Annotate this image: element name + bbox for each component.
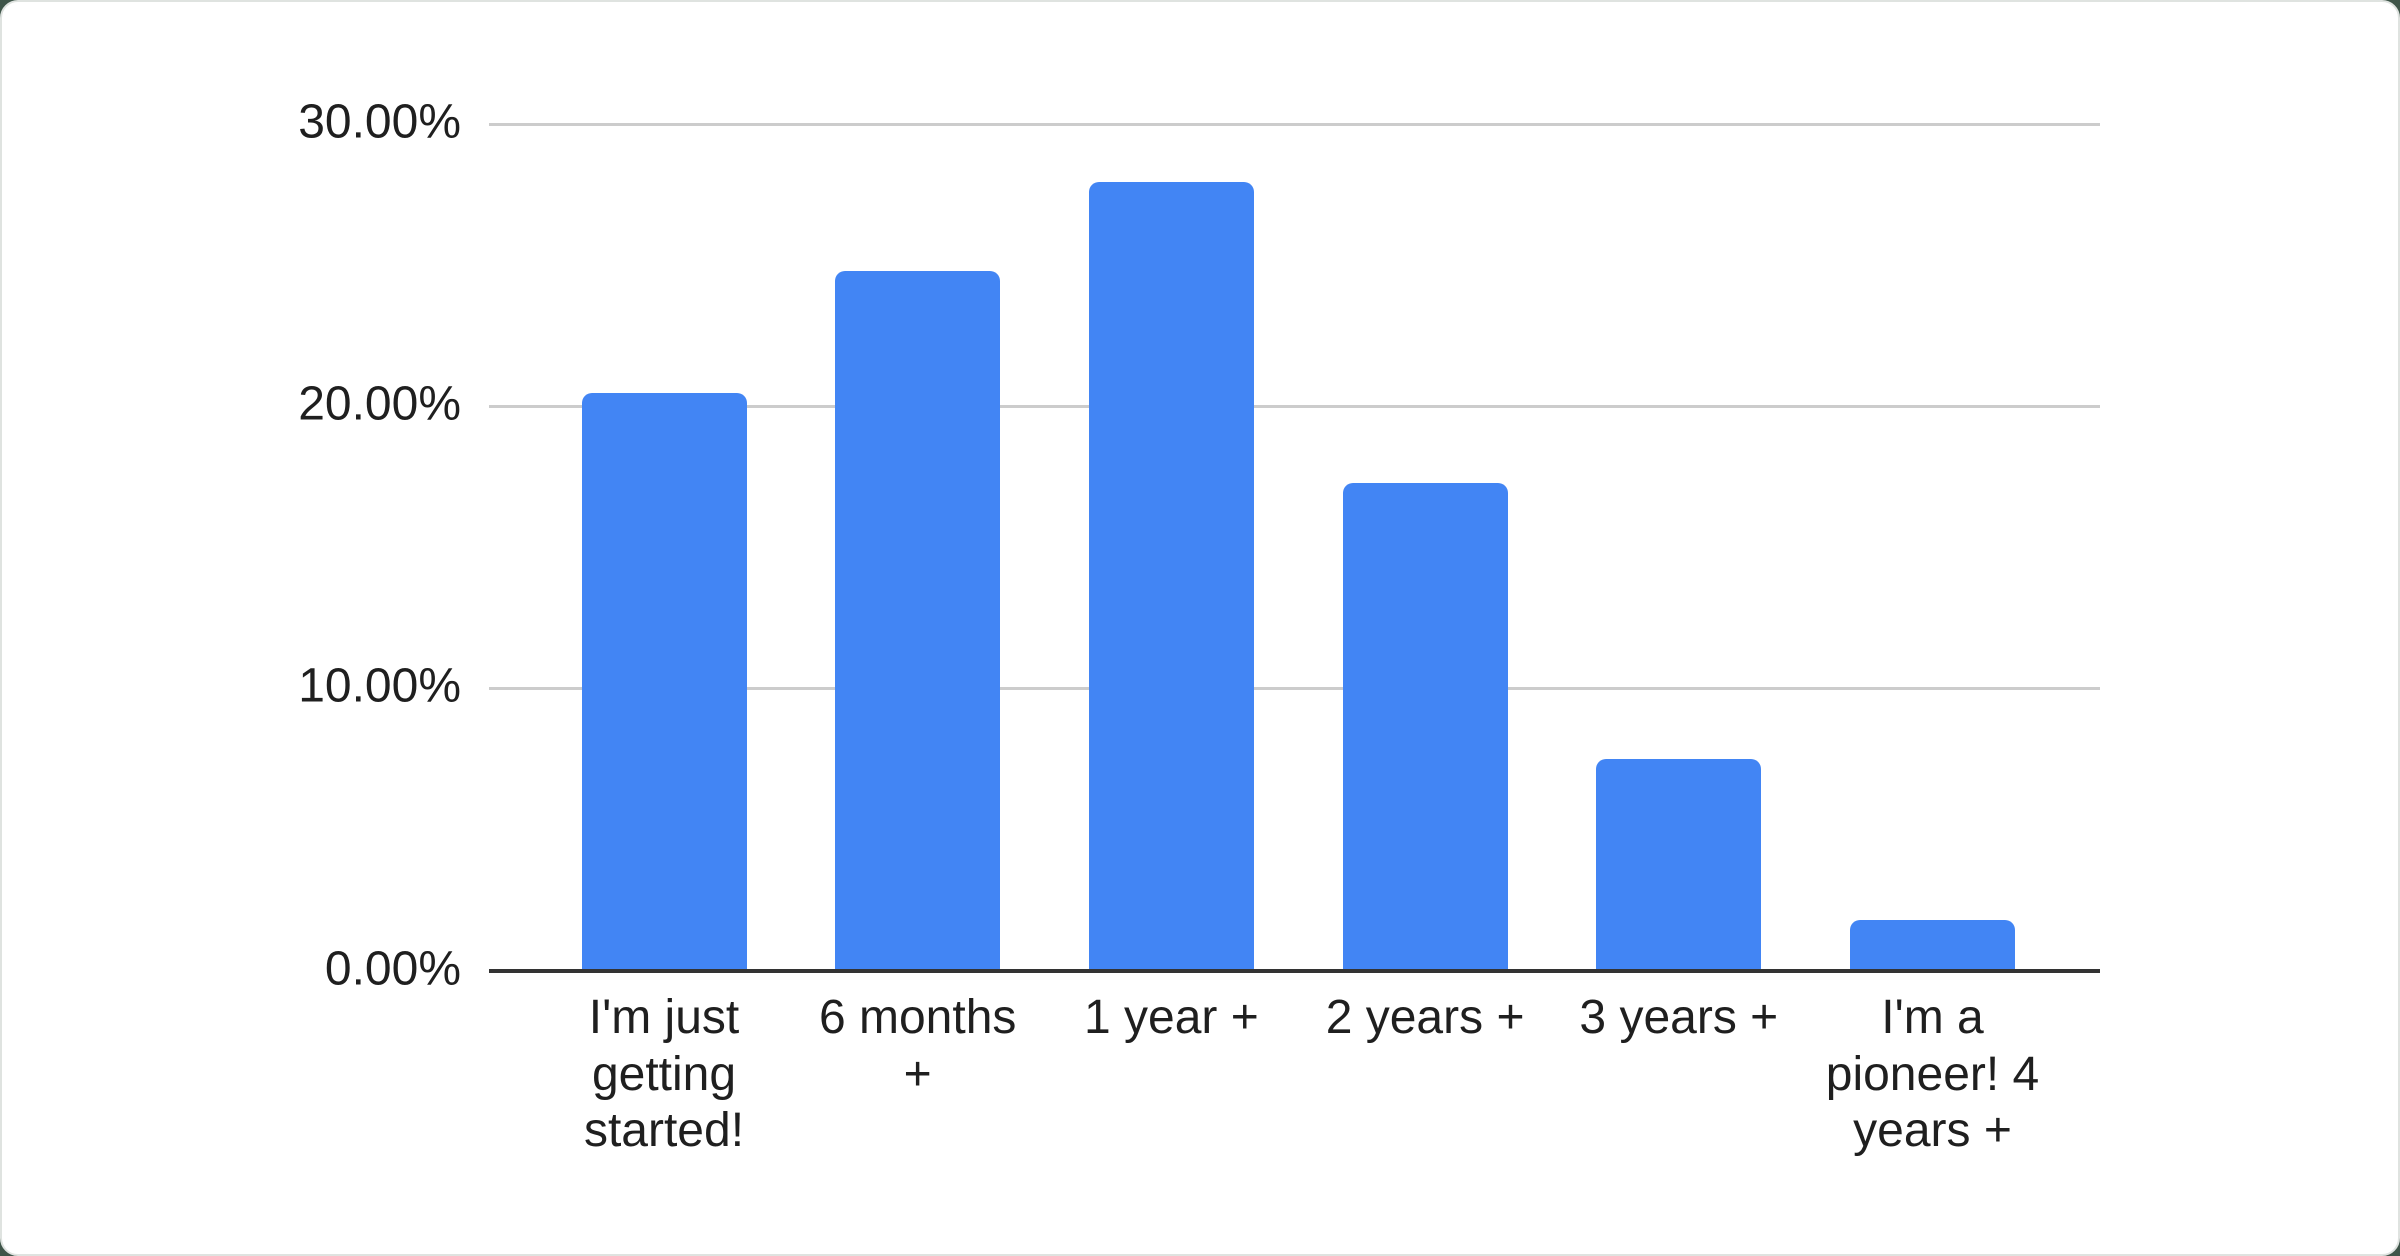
bar — [581, 393, 747, 972]
y-gridline — [489, 404, 2100, 408]
bar — [1850, 920, 2015, 972]
x-category-label: I'm just getting started! — [583, 991, 745, 1158]
x-category-label: 1 year + — [1084, 991, 1259, 1044]
x-category-label: 6 months + — [818, 991, 1017, 1101]
y-tick-label: 30.00% — [298, 95, 461, 149]
bar — [835, 271, 1001, 972]
y-gridline — [489, 686, 2100, 690]
bar — [1596, 758, 1762, 972]
y-tick-label: 20.00% — [298, 377, 461, 431]
y-tick-label: 10.00% — [298, 659, 461, 713]
y-tick-label: 0.00% — [324, 941, 461, 995]
bar — [1088, 182, 1254, 972]
y-gridline — [489, 122, 2100, 126]
bar — [1342, 482, 1508, 972]
x-category-label: I'm a pioneer! 4 years + — [1825, 991, 2040, 1158]
x-category-label: 2 years + — [1325, 991, 1525, 1044]
x-category-label: 3 years + — [1579, 991, 1779, 1044]
x-axis-line — [489, 968, 2100, 973]
